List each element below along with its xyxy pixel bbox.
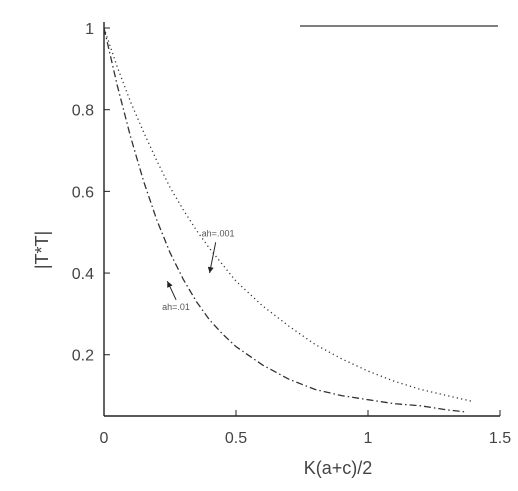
x-tick-label: 0 [100,430,109,447]
y-tick-label: 0.4 [72,266,94,283]
series-line [103,27,474,403]
annotation-label: ah=.001 [202,228,235,238]
annotation-arrow [166,281,177,301]
x-tick-label: 1.5 [489,430,511,447]
y-tick-label: 0.6 [72,184,94,201]
y-axis-label: |T*T| [32,231,52,269]
y-tick-label: 0.8 [72,103,94,120]
series [103,27,474,413]
annotation-label: ah=.01 [162,302,190,312]
ticks: 0 0.5 1 1.5 1 0.8 0.6 0.4 0.2 [72,21,511,447]
x-tick-label: 1 [364,430,373,447]
x-tick-label: 0.5 [225,430,247,447]
axes [103,22,500,417]
annotations: ah=.001 ah=.01 [162,228,234,312]
series-line [103,27,466,413]
y-tick-label: 1 [85,21,94,38]
x-axis-label: K(a+c)/2 [304,458,373,478]
annotation-arrow [207,242,217,274]
y-tick-label: 0.2 [72,348,94,365]
